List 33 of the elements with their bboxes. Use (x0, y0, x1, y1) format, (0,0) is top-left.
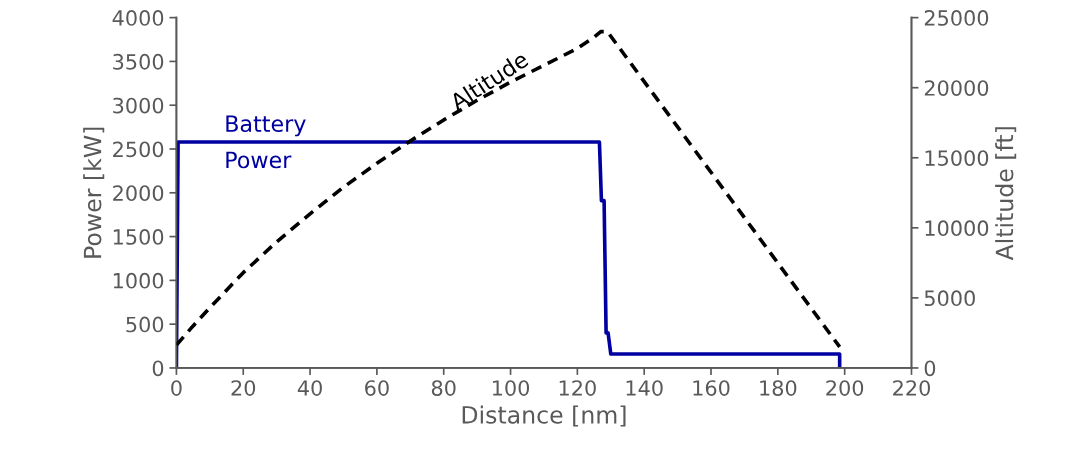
y2-axis-title: Altitude [ft] (995, 127, 1017, 261)
y-tick-label: 2000 (113, 185, 164, 201)
y2-tick-label: 5000 (924, 290, 975, 307)
x-tick-label: 40 (297, 380, 322, 396)
y-axis-title: Power [kW] (83, 127, 105, 258)
x-tick-label: 220 (893, 380, 930, 396)
x-tick-label: 180 (760, 380, 797, 396)
y-tick-label: 3500 (113, 53, 164, 70)
x-tick-label: 80 (431, 380, 456, 396)
y2-tick-label: 10000 (925, 220, 989, 237)
y2-tick-label: 20000 (924, 80, 989, 96)
y2-tick-label: 25000 (924, 10, 989, 26)
y-tick-label: 4000 (112, 10, 164, 26)
y2-tick-label: 0 (924, 360, 936, 377)
y-tick-label: 1500 (113, 229, 164, 245)
series-label: Battery Power (226, 115, 306, 169)
y-tick-label: 500 (126, 316, 164, 333)
x-tick-label: 140 (626, 380, 663, 396)
x-tick-label: 100 (492, 380, 530, 396)
x-tick-label: 160 (693, 380, 730, 396)
y2-tick-label: 15000 (925, 150, 989, 166)
x-tick-label: 20 (231, 380, 256, 396)
y-tick-label: 1000 (113, 272, 164, 289)
y-tick-label: 0 (152, 360, 164, 377)
y-tick-label: 3000 (113, 97, 164, 114)
x-tick-label: 0 (171, 380, 182, 396)
x-tick-label: 60 (365, 380, 389, 396)
y-tick-label: 2500 (113, 141, 164, 158)
line-series (176, 140, 842, 368)
line-series (176, 29, 842, 349)
x-axis-title: Distance [nm] (462, 405, 626, 427)
x-tick-label: 200 (826, 380, 864, 396)
x-tick-label: 120 (559, 380, 596, 396)
